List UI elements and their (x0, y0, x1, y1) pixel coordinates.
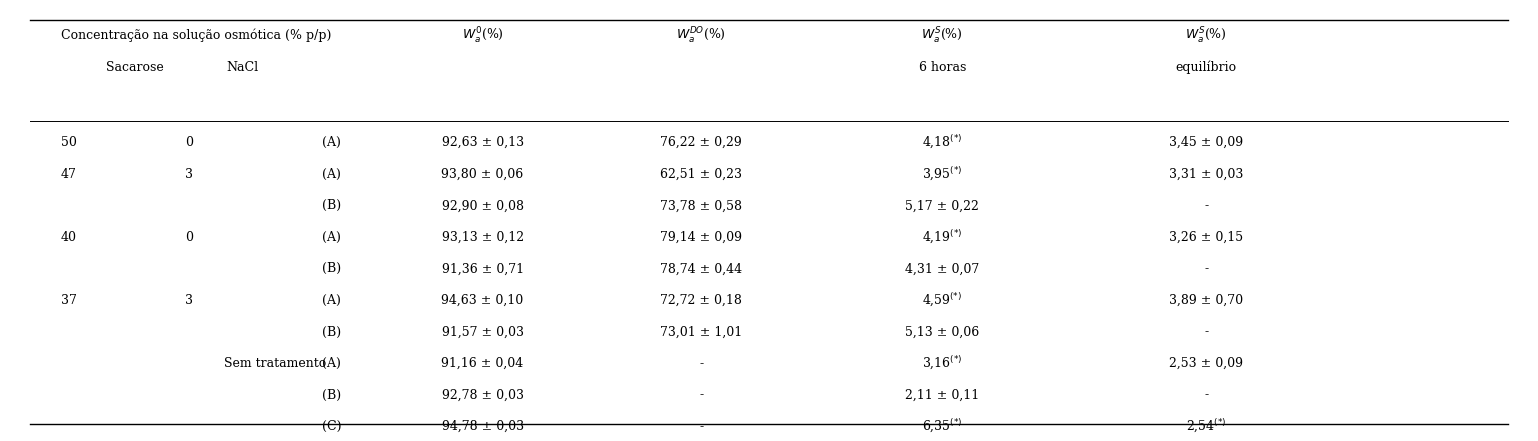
Text: Sacarose: Sacarose (106, 60, 163, 74)
Text: -: - (700, 420, 703, 433)
Text: 3,16$^{(*)}$: 3,16$^{(*)}$ (923, 355, 963, 372)
Text: (B): (B) (323, 262, 341, 275)
Text: 92,78 ± 0,03: 92,78 ± 0,03 (441, 389, 523, 402)
Text: 91,16 ± 0,04: 91,16 ± 0,04 (441, 357, 524, 370)
Text: 3: 3 (185, 168, 192, 181)
Text: Sem tratamento: Sem tratamento (225, 357, 326, 370)
Text: $W_a^{DO}$(%): $W_a^{DO}$(%) (677, 26, 726, 45)
Text: 3,95$^{(*)}$: 3,95$^{(*)}$ (923, 165, 963, 183)
Text: 92,63 ± 0,13: 92,63 ± 0,13 (441, 136, 523, 149)
Text: $W_a^S$(%): $W_a^S$(%) (921, 26, 963, 45)
Text: 93,80 ± 0,06: 93,80 ± 0,06 (441, 168, 524, 181)
Text: 37: 37 (60, 294, 77, 307)
Text: 62,51 ± 0,23: 62,51 ± 0,23 (660, 168, 743, 181)
Text: (C): (C) (321, 420, 341, 433)
Text: 79,14 ± 0,09: 79,14 ± 0,09 (660, 231, 743, 244)
Text: (B): (B) (323, 325, 341, 339)
Text: -: - (1204, 389, 1209, 402)
Text: 73,78 ± 0,58: 73,78 ± 0,58 (660, 199, 743, 212)
Text: 2,53 ± 0,09: 2,53 ± 0,09 (1169, 357, 1243, 370)
Text: 91,36 ± 0,71: 91,36 ± 0,71 (441, 262, 523, 275)
Text: 50: 50 (60, 136, 77, 149)
Text: (A): (A) (323, 357, 341, 370)
Text: -: - (1204, 199, 1209, 212)
Text: 3,31 ± 0,03: 3,31 ± 0,03 (1169, 168, 1243, 181)
Text: (A): (A) (323, 231, 341, 244)
Text: -: - (700, 357, 703, 370)
Text: 73,01 ± 1,01: 73,01 ± 1,01 (660, 325, 743, 339)
Text: 94,63 ± 0,10: 94,63 ± 0,10 (441, 294, 524, 307)
Text: NaCl: NaCl (226, 60, 258, 74)
Text: 72,72 ± 0,18: 72,72 ± 0,18 (660, 294, 743, 307)
Text: (B): (B) (323, 389, 341, 402)
Text: 40: 40 (60, 231, 77, 244)
Text: (B): (B) (323, 199, 341, 212)
Text: -: - (1204, 325, 1209, 339)
Text: 3,89 ± 0,70: 3,89 ± 0,70 (1169, 294, 1243, 307)
Text: 4,19$^{(*)}$: 4,19$^{(*)}$ (923, 229, 963, 246)
Text: 2,54$^{(*)}$: 2,54$^{(*)}$ (1186, 418, 1226, 435)
Text: 6,35$^{(*)}$: 6,35$^{(*)}$ (923, 418, 963, 435)
Text: 4,31 ± 0,07: 4,31 ± 0,07 (906, 262, 980, 275)
Text: (A): (A) (323, 136, 341, 149)
Text: Concentração na solução osmótica (% p/p): Concentração na solução osmótica (% p/p) (60, 29, 331, 42)
Text: equilíbrio: equilíbrio (1175, 60, 1237, 74)
Text: 5,13 ± 0,06: 5,13 ± 0,06 (906, 325, 980, 339)
Text: 2,11 ± 0,11: 2,11 ± 0,11 (906, 389, 980, 402)
Text: 3,26 ± 0,15: 3,26 ± 0,15 (1169, 231, 1243, 244)
Text: 94,78 ± 0,03: 94,78 ± 0,03 (441, 420, 523, 433)
Text: 3: 3 (185, 294, 192, 307)
Text: 93,13 ± 0,12: 93,13 ± 0,12 (441, 231, 523, 244)
Text: $W_a^S$(%): $W_a^S$(%) (1186, 26, 1227, 45)
Text: 92,90 ± 0,08: 92,90 ± 0,08 (441, 199, 523, 212)
Text: 3,45 ± 0,09: 3,45 ± 0,09 (1169, 136, 1243, 149)
Text: 6 horas: 6 horas (918, 60, 966, 74)
Text: 5,17 ± 0,22: 5,17 ± 0,22 (906, 199, 980, 212)
Text: 91,57 ± 0,03: 91,57 ± 0,03 (441, 325, 523, 339)
Text: 0: 0 (185, 231, 192, 244)
Text: $W_a^0$(%): $W_a^0$(%) (461, 26, 503, 45)
Text: 47: 47 (60, 168, 77, 181)
Text: -: - (700, 389, 703, 402)
Text: (A): (A) (323, 168, 341, 181)
Text: 76,22 ± 0,29: 76,22 ± 0,29 (660, 136, 741, 149)
Text: -: - (1204, 262, 1209, 275)
Text: (A): (A) (323, 294, 341, 307)
Text: 0: 0 (185, 136, 192, 149)
Text: 78,74 ± 0,44: 78,74 ± 0,44 (660, 262, 743, 275)
Text: 4,18$^{(*)}$: 4,18$^{(*)}$ (923, 134, 963, 151)
Text: 4,59$^{(*)}$: 4,59$^{(*)}$ (923, 292, 963, 309)
